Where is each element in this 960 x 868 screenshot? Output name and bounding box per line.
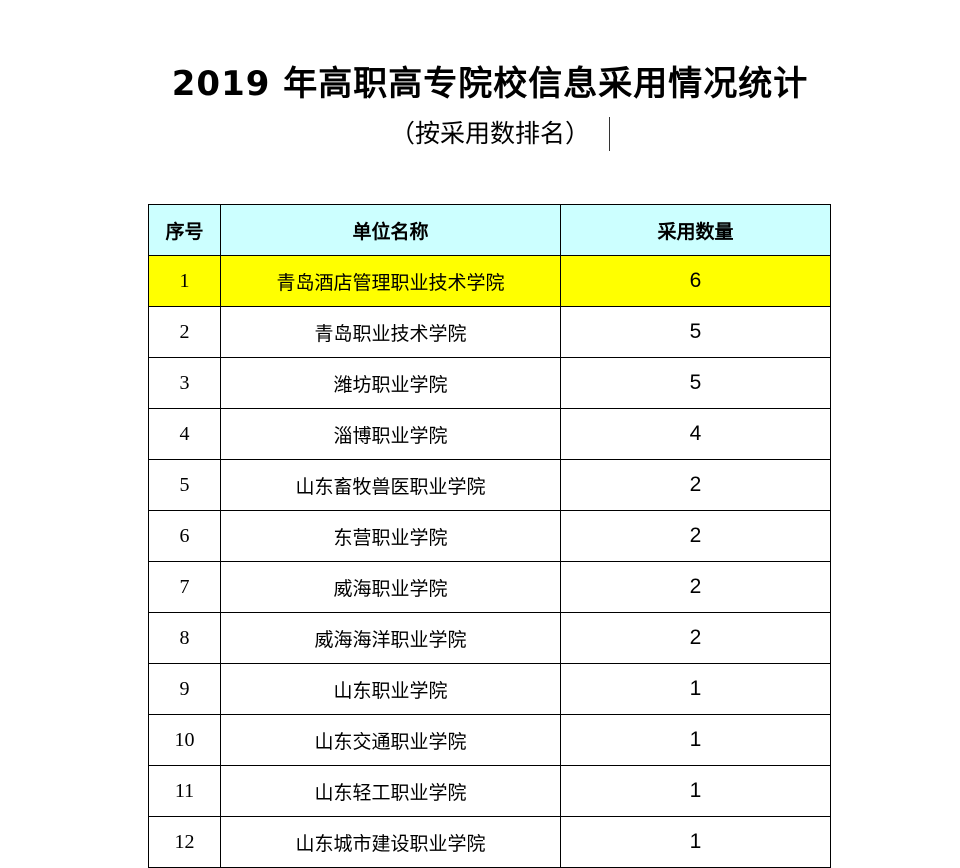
row-count: 1	[560, 714, 831, 766]
row-index: 5	[148, 459, 221, 511]
row-name: 山东职业学院	[220, 663, 561, 715]
document-subtitle: （按采用数排名）	[389, 119, 590, 148]
ranking-table: 序号 单位名称 采用数量 1 青岛酒店管理职业技术学院 6 2 青岛职业技术学院 5 3 潍坊…	[148, 204, 831, 868]
table-row: 1 青岛酒店管理职业技术学院 6	[148, 255, 831, 307]
table-row: 3 潍坊职业学院 5	[148, 357, 831, 409]
text-cursor	[609, 117, 610, 151]
row-name: 青岛职业技术学院	[220, 306, 561, 358]
table-row: 7 威海职业学院 2	[148, 561, 831, 613]
row-index: 10	[148, 714, 221, 766]
row-index: 9	[148, 663, 221, 715]
document-title: 2019 年高职高专院校信息采用情况统计	[171, 64, 809, 104]
row-name: 东营职业学院	[220, 510, 561, 562]
row-index: 12	[148, 816, 221, 868]
row-index: 11	[148, 765, 221, 817]
row-name: 山东畜牧兽医职业学院	[220, 459, 561, 511]
row-name: 山东交通职业学院	[220, 714, 561, 766]
row-name: 青岛酒店管理职业技术学院	[220, 255, 561, 307]
row-name: 山东城市建设职业学院	[220, 816, 561, 868]
row-count: 1	[560, 663, 831, 715]
row-count: 4	[560, 408, 831, 460]
row-count: 2	[560, 459, 831, 511]
row-name: 潍坊职业学院	[220, 357, 561, 409]
table-row: 2 青岛职业技术学院 5	[148, 306, 831, 358]
header-name: 单位名称	[220, 204, 561, 256]
table-row: 8 威海海洋职业学院 2	[148, 612, 831, 664]
row-name: 威海职业学院	[220, 561, 561, 613]
row-name: 威海海洋职业学院	[220, 612, 561, 664]
table-row: 6 东营职业学院 2	[148, 510, 831, 562]
row-count: 1	[560, 816, 831, 868]
table-row: 9 山东职业学院 1	[148, 663, 831, 715]
header-count: 采用数量	[560, 204, 831, 256]
row-name: 山东轻工职业学院	[220, 765, 561, 817]
table-row: 5 山东畜牧兽医职业学院 2	[148, 459, 831, 511]
table-row: 12 山东城市建设职业学院 1	[148, 816, 831, 868]
row-count: 2	[560, 612, 831, 664]
row-count: 2	[560, 561, 831, 613]
row-name: 淄博职业学院	[220, 408, 561, 460]
table-row: 4 淄博职业学院 4	[148, 408, 831, 460]
row-count: 5	[560, 357, 831, 409]
row-count: 6	[560, 255, 831, 307]
row-index: 8	[148, 612, 221, 664]
row-index: 4	[148, 408, 221, 460]
row-count: 5	[560, 306, 831, 358]
table-header-row: 序号 单位名称 采用数量	[148, 204, 831, 256]
row-index: 2	[148, 306, 221, 358]
row-index: 6	[148, 510, 221, 562]
table-row: 11 山东轻工职业学院 1	[148, 765, 831, 817]
row-index: 1	[148, 255, 221, 307]
table-row: 10 山东交通职业学院 1	[148, 714, 831, 766]
row-index: 7	[148, 561, 221, 613]
header-index: 序号	[148, 204, 221, 256]
row-index: 3	[148, 357, 221, 409]
row-count: 2	[560, 510, 831, 562]
row-count: 1	[560, 765, 831, 817]
